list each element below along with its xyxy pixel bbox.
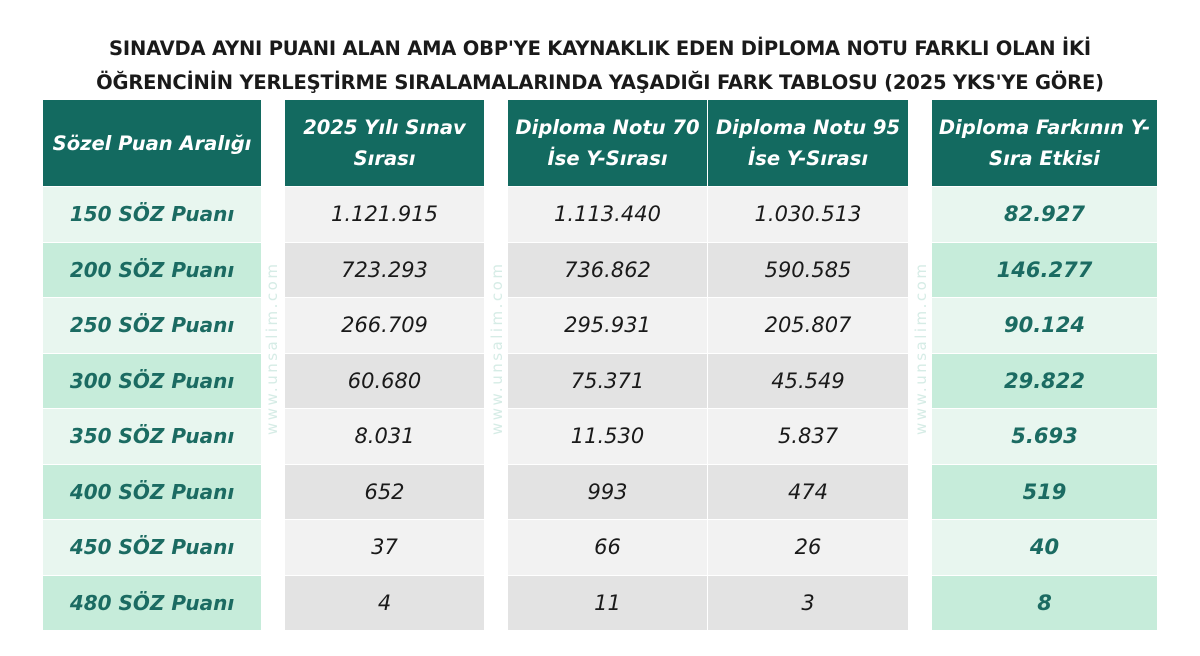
value-cell-effect: 29.822 [932, 353, 1157, 408]
column-header-line: Sıra Etkisi [989, 147, 1100, 170]
column-header-text: 2025 Yılı Sınav Sırası [303, 112, 466, 174]
value-cell-dip95: 5.837 [708, 409, 908, 464]
row-label-cell: 200 SÖZ Puanı [43, 242, 261, 297]
value-cell-effect: 8 [932, 575, 1157, 630]
value-cell-dip95: 590.585 [708, 242, 908, 297]
column-header-dip95: Diploma Notu 95 İse Y-Sırası [708, 100, 908, 186]
column-header-rank2025: 2025 Yılı Sınav Sırası [285, 100, 484, 186]
column-header-dip70: Diploma Notu 70 İse Y-Sırası [508, 100, 707, 186]
value-cell-rank2025: 652 [285, 464, 484, 519]
value-cell-effect: 146.277 [932, 242, 1157, 297]
value-cell-effect: 90.124 [932, 298, 1157, 353]
value-cell-rank2025: 723.293 [285, 242, 484, 297]
value-cell-dip70: 736.862 [508, 242, 707, 297]
value-cell-dip95: 1.030.513 [708, 187, 908, 242]
watermark: www.unsalim.com [488, 261, 506, 435]
column-header-range: Sözel Puan Aralığı [43, 100, 261, 186]
value-cell-dip70: 11.530 [508, 409, 707, 464]
value-cell-dip70: 1.113.440 [508, 187, 707, 242]
value-cell-dip70: 295.931 [508, 298, 707, 353]
value-cell-dip70: 66 [508, 520, 707, 575]
watermark: www.unsalim.com [263, 261, 281, 435]
row-label-cell: 400 SÖZ Puanı [43, 464, 261, 519]
row-label-cell: 450 SÖZ Puanı [43, 520, 261, 575]
value-cell-rank2025: 37 [285, 520, 484, 575]
page-title-line-1: SINAVDA AYNI PUANI ALAN AMA OBP'YE KAYNA… [109, 37, 1091, 60]
value-cell-rank2025: 266.709 [285, 298, 484, 353]
row-label-cell: 300 SÖZ Puanı [43, 353, 261, 408]
column-header-line: 2025 Yılı Sınav [303, 116, 466, 139]
value-cell-dip95: 205.807 [708, 298, 908, 353]
column-header-line: Sözel Puan Aralığı [52, 131, 252, 155]
value-cell-rank2025: 1.121.915 [285, 187, 484, 242]
value-cell-effect: 5.693 [932, 409, 1157, 464]
value-cell-dip95: 45.549 [708, 353, 908, 408]
column-header-text: Diploma Notu 70 İse Y-Sırası [515, 112, 699, 174]
value-cell-rank2025: 60.680 [285, 353, 484, 408]
column-header-effect: Diploma Farkının Y- Sıra Etkisi [932, 100, 1157, 186]
value-cell-dip95: 474 [708, 464, 908, 519]
value-cell-dip70: 11 [508, 575, 707, 630]
value-cell-dip95: 26 [708, 520, 908, 575]
column-header-text: Sözel Puan Aralığı [53, 128, 252, 159]
value-cell-dip70: 75.371 [508, 353, 707, 408]
row-label-cell: 350 SÖZ Puanı [43, 409, 261, 464]
row-label-cell: 480 SÖZ Puanı [43, 575, 261, 630]
column-header-line: İse Y-Sırası [747, 147, 869, 170]
value-cell-effect: 519 [932, 464, 1157, 519]
page-title-line-2: ÖĞRENCİNİN YERLEŞTİRME SIRALAMALARINDA Y… [96, 71, 1104, 94]
value-cell-dip70: 993 [508, 464, 707, 519]
column-header-line: Sırası [353, 147, 416, 170]
value-cell-effect: 82.927 [932, 187, 1157, 242]
row-label-cell: 150 SÖZ Puanı [43, 187, 261, 242]
column-header-line: İse Y-Sırası [547, 147, 668, 170]
watermark: www.unsalim.com [912, 261, 930, 435]
value-cell-rank2025: 4 [285, 575, 484, 630]
column-header-text: Diploma Notu 95 İse Y-Sırası [716, 112, 900, 174]
row-label-cell: 250 SÖZ Puanı [43, 298, 261, 353]
column-header-text: Diploma Farkının Y- Sıra Etkisi [939, 112, 1150, 174]
value-cell-dip95: 3 [708, 575, 908, 630]
column-header-line: Diploma Notu 70 [515, 116, 700, 139]
column-header-line: Diploma Farkının Y- [938, 116, 1151, 139]
value-cell-effect: 40 [932, 520, 1157, 575]
column-header-line: Diploma Notu 95 [715, 116, 901, 139]
value-cell-rank2025: 8.031 [285, 409, 484, 464]
